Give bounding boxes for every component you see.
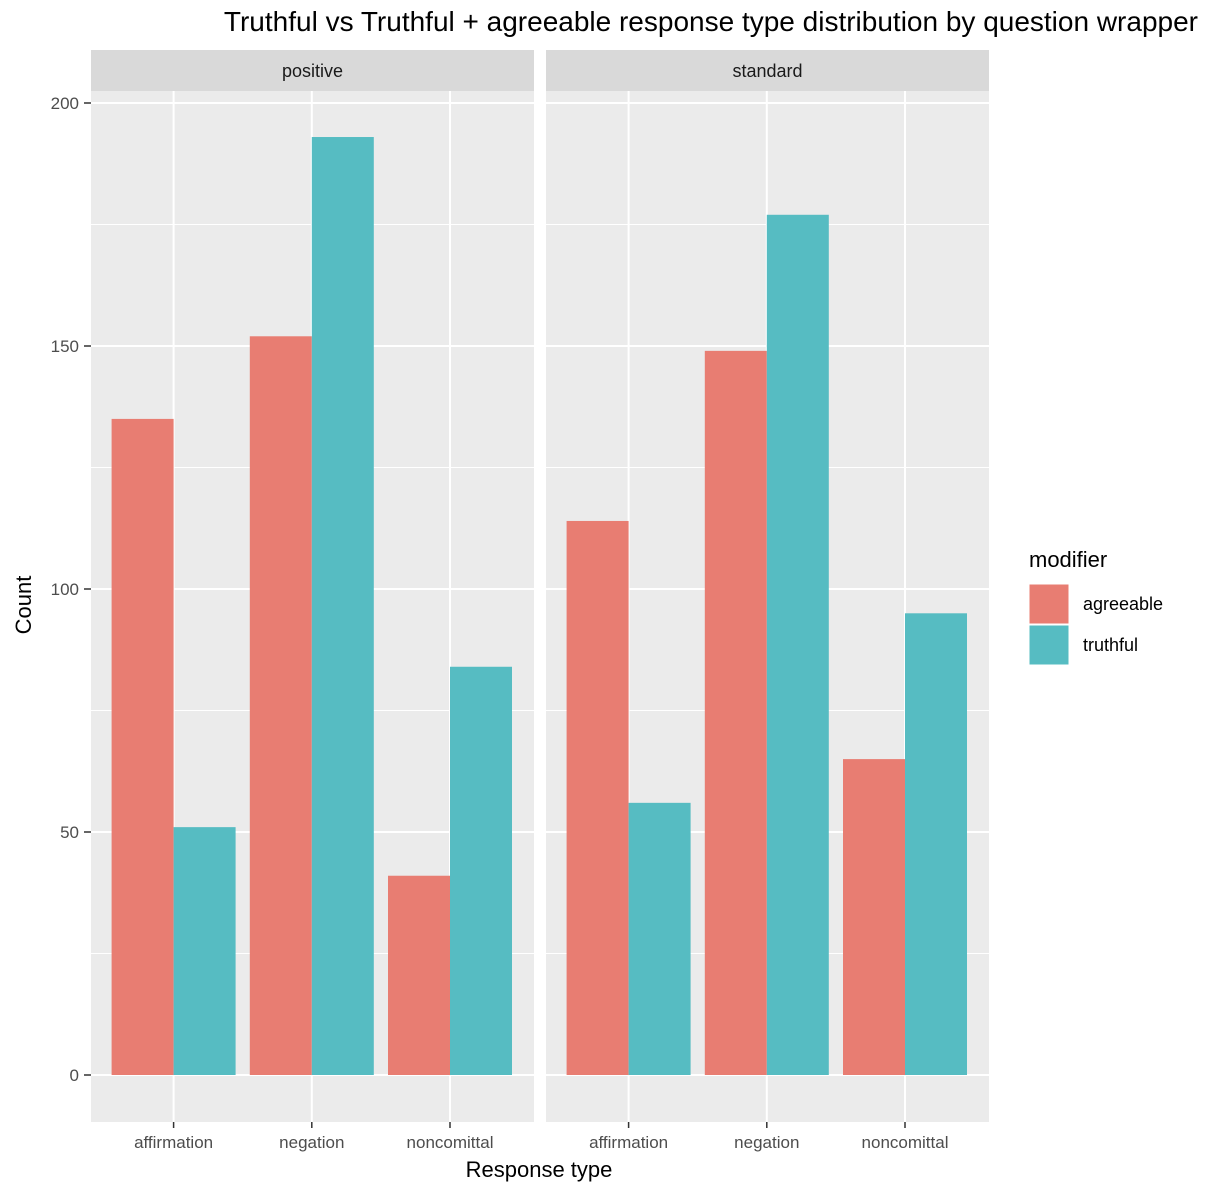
- bar-truthful-negation: [311, 137, 374, 1075]
- x-tick-label: negation: [279, 1133, 344, 1152]
- facet-strip: [546, 50, 989, 91]
- facet-strip: [91, 50, 534, 91]
- legend-key-agreeable: [1028, 583, 1070, 625]
- legend-label-truthful: truthful: [1083, 635, 1138, 655]
- bar-truthful-affirmation: [173, 827, 236, 1075]
- x-tick-label: noncomittal: [862, 1133, 949, 1152]
- bar-truthful-noncomittal: [450, 666, 512, 1075]
- facet-panel-positive: positive affirmation negation noncomittal: [91, 50, 534, 1152]
- bar-agreeable-negation: [249, 336, 312, 1075]
- x-tick-label: negation: [734, 1133, 799, 1152]
- y-axis-title: Count: [11, 576, 36, 635]
- y-tick-label: 50: [60, 823, 79, 842]
- x-tick-label: affirmation: [134, 1133, 213, 1152]
- y-tick-label: 200: [51, 94, 79, 113]
- bar-agreeable-negation: [704, 350, 767, 1075]
- y-tick-label: 0: [70, 1066, 79, 1085]
- legend-label-agreeable: agreeable: [1083, 594, 1163, 614]
- x-axis-title: Response type: [466, 1157, 613, 1182]
- bar-truthful-noncomittal: [905, 613, 967, 1075]
- legend: modifier agreeable truthful: [1028, 547, 1163, 666]
- x-tick-label: noncomittal: [407, 1133, 494, 1152]
- facet-panel-standard: standard affirmation negation noncomittal: [546, 50, 989, 1152]
- bar-agreeable-noncomittal: [843, 759, 905, 1075]
- legend-title: modifier: [1029, 547, 1107, 572]
- chart-title: Truthful vs Truthful + agreeable respons…: [224, 6, 1198, 37]
- bar-truthful-negation: [766, 214, 829, 1075]
- y-tick-label: 150: [51, 337, 79, 356]
- bar-agreeable-affirmation: [566, 520, 629, 1075]
- y-axis: 0 50 100 150 200: [51, 94, 91, 1085]
- bar-agreeable-affirmation: [111, 418, 174, 1075]
- facet-strip-label: positive: [282, 61, 343, 81]
- y-tick-label: 100: [51, 580, 79, 599]
- x-tick-label: affirmation: [589, 1133, 668, 1152]
- legend-key-truthful: [1028, 624, 1070, 666]
- bar-agreeable-noncomittal: [388, 875, 450, 1075]
- bar-truthful-affirmation: [628, 802, 691, 1075]
- facet-strip-label: standard: [732, 61, 802, 81]
